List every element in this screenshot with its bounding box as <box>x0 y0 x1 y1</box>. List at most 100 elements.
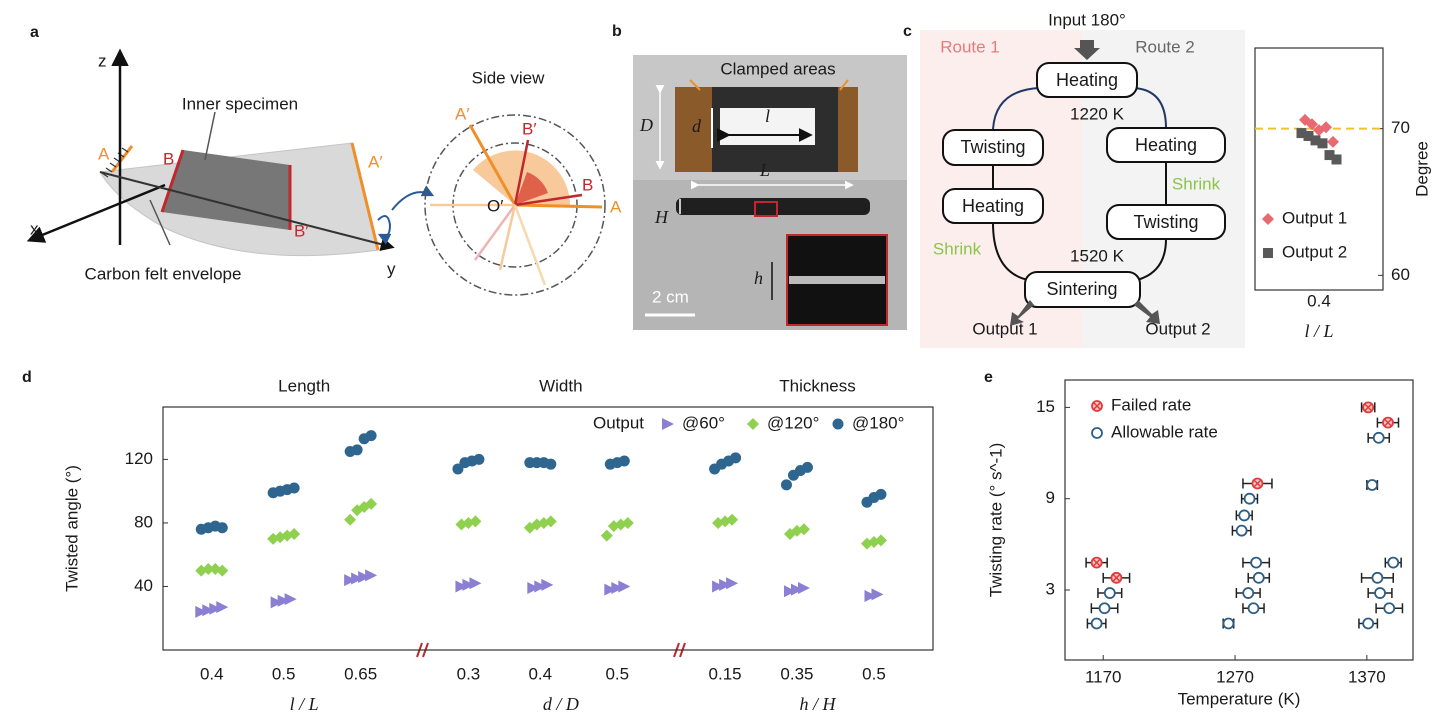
x-axis-label: Temperature (K) <box>1178 689 1301 708</box>
data-point <box>527 582 540 595</box>
node-label: Heating <box>1135 135 1197 155</box>
data-point <box>618 580 631 593</box>
data-point <box>1103 587 1116 599</box>
data-point <box>1362 401 1375 414</box>
legend-label: Output 2 <box>1282 242 1347 261</box>
y-tick-label: 80 <box>134 512 153 531</box>
legend-marker <box>1262 213 1274 225</box>
data-point <box>1243 492 1256 505</box>
annotation: Carbon felt envelope <box>85 264 242 283</box>
data-point <box>1242 587 1255 599</box>
group-label: Length <box>278 376 330 395</box>
data-point <box>462 578 475 591</box>
data-point <box>452 463 464 475</box>
y-tick-label: 9 <box>1046 488 1055 507</box>
panel-c: c Input 180° Route 1 Route 2 Heating Twi… <box>903 10 1245 348</box>
shrink-label: Shrink <box>933 239 982 258</box>
x-tick-label: 1170 <box>1085 667 1122 686</box>
data-point <box>621 516 634 529</box>
x-tick-label: 1270 <box>1216 667 1254 686</box>
side-view-title: Side view <box>472 68 545 87</box>
clamp <box>675 87 712 172</box>
sector <box>515 172 548 205</box>
data-point <box>469 515 482 528</box>
y-tick-label: 40 <box>134 576 153 595</box>
output-label: Output 1 <box>972 319 1037 338</box>
panel-a: a z x y A B B′ A′ Inner specimen Carbon … <box>26 24 622 296</box>
data-point <box>1317 138 1328 149</box>
data-point <box>712 580 725 593</box>
marker-cross <box>1092 558 1101 567</box>
faded-line <box>513 204 547 286</box>
data-point <box>202 604 215 617</box>
point-label: A′ <box>455 104 470 123</box>
legend-marker <box>1263 248 1273 258</box>
marker-cross <box>1383 418 1392 427</box>
legend-label: @180° <box>852 413 904 432</box>
data-point <box>545 458 557 470</box>
node-label: Twisting <box>1133 212 1198 232</box>
data-point <box>365 430 377 442</box>
point-label: A′ <box>368 152 383 171</box>
legend-label: @60° <box>682 413 725 432</box>
point-label: O′ <box>487 196 503 215</box>
panel-label: e <box>984 369 993 386</box>
point-label: B′ <box>294 221 309 240</box>
b-line <box>160 149 185 213</box>
data-point <box>1235 524 1248 537</box>
dim-label: D <box>639 115 653 135</box>
dim-label: d <box>692 116 702 136</box>
data-point <box>611 582 624 595</box>
leader <box>204 111 216 161</box>
point-label: A <box>610 197 622 216</box>
data-point <box>1251 477 1264 490</box>
data-point <box>277 594 290 607</box>
data-point <box>604 583 617 596</box>
data-point <box>801 461 813 473</box>
data-point <box>864 590 877 602</box>
faded-line <box>473 204 517 261</box>
link <box>992 87 1041 131</box>
b-prime-line <box>513 139 530 206</box>
legend-marker <box>662 418 674 430</box>
data-point <box>455 580 468 593</box>
dim-label: L <box>759 160 770 180</box>
data-point <box>730 452 742 464</box>
node <box>1106 204 1226 240</box>
route-label: Route 2 <box>1135 37 1195 56</box>
data-point <box>1324 150 1335 161</box>
x-axis <box>26 183 166 243</box>
marker-cross <box>1253 479 1262 488</box>
data-point <box>1098 602 1111 615</box>
data-point <box>1331 154 1342 165</box>
legend-marker <box>1091 400 1103 412</box>
input-arrow <box>1074 40 1100 60</box>
shrink-label: Shrink <box>1172 174 1221 193</box>
a-line <box>514 203 603 209</box>
outer-circle <box>424 114 606 296</box>
x-tick-label: 0.5 <box>272 664 296 683</box>
legend-label: Allowable rate <box>1111 422 1218 441</box>
data-point <box>270 596 283 609</box>
y-tick-label: 70 <box>1391 118 1410 137</box>
plot-frame <box>162 406 934 651</box>
legend-marker <box>1091 427 1103 439</box>
data-point <box>797 582 810 595</box>
marker-cross <box>1364 403 1373 412</box>
axis-name: z <box>98 51 107 70</box>
data-point <box>209 602 222 615</box>
zoom-box <box>754 201 778 217</box>
data-point <box>719 578 732 591</box>
data-point <box>1306 118 1318 131</box>
annotation: Inner specimen <box>182 94 298 113</box>
node <box>942 129 1044 166</box>
data-point <box>1090 556 1103 569</box>
x-tick-label: 1370 <box>1348 667 1386 686</box>
x-tick-label: 0.15 <box>709 664 742 683</box>
specimen-shape <box>162 150 290 230</box>
legend-marker <box>747 418 759 430</box>
temperature: 1220 K <box>1070 104 1125 123</box>
data-point <box>351 444 363 456</box>
data-point <box>1374 587 1386 599</box>
